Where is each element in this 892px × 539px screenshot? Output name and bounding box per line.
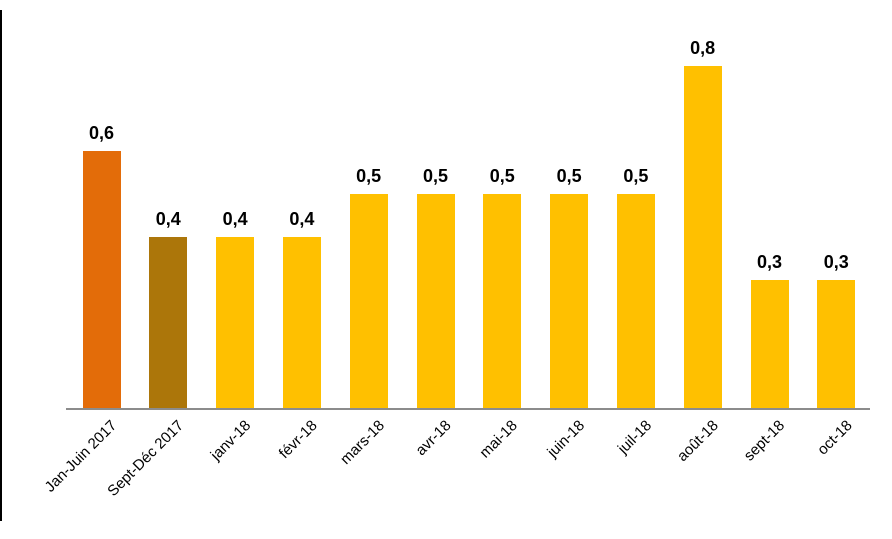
- bar: [416, 194, 455, 408]
- bar: [616, 194, 655, 408]
- bar: [817, 280, 856, 408]
- value-label: 0,8: [690, 38, 716, 58]
- x-tick-label: mai-18: [476, 417, 522, 462]
- value-label: 0,5: [623, 166, 649, 186]
- x-tick-label: févr-18: [275, 417, 321, 463]
- value-label: 0,4: [289, 209, 315, 229]
- x-tick-label: juin-18: [544, 417, 589, 461]
- x-tick-label: juil-18: [614, 417, 655, 458]
- x-tick-label: août-18: [673, 417, 722, 465]
- x-tick-label: janv-18: [207, 417, 255, 464]
- bar: [82, 151, 121, 408]
- chart-left-border: [0, 10, 2, 521]
- x-axis-line: [66, 408, 870, 410]
- bar: [282, 237, 321, 408]
- value-label: 0,6: [88, 123, 115, 143]
- value-label: 0,5: [556, 166, 582, 186]
- bar: [349, 194, 388, 408]
- x-tick-label: sept-18: [741, 417, 789, 465]
- x-tick-label: mars-18: [336, 417, 388, 468]
- x-tick-label: avr-18: [412, 417, 455, 460]
- bar: [683, 66, 722, 408]
- value-label: 0,3: [756, 252, 783, 272]
- value-label: 0,4: [222, 209, 248, 229]
- bar: [750, 280, 789, 408]
- value-label: 0,5: [356, 166, 382, 186]
- value-label: 0,5: [422, 166, 449, 186]
- bar: [483, 194, 522, 408]
- x-tick-label: oct-18: [813, 417, 856, 459]
- bar: [216, 237, 255, 408]
- value-label: 0,4: [155, 209, 181, 229]
- value-label: 0,3: [823, 252, 849, 272]
- bar: [550, 194, 589, 408]
- value-label: 0,5: [489, 166, 515, 186]
- bar: [149, 237, 188, 408]
